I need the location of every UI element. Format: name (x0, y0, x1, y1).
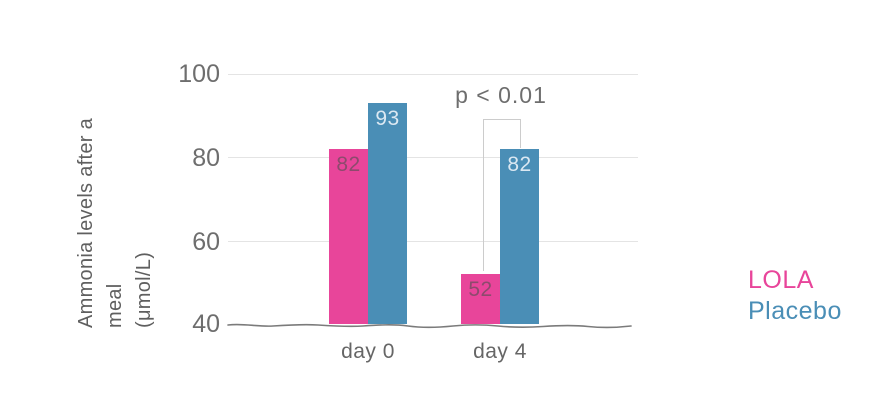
y-tick-60: 60 (192, 228, 220, 256)
y-tick-100: 100 (178, 60, 220, 88)
bar-lola-day4: 52 (461, 274, 500, 324)
significance-bracket-left (483, 119, 484, 271)
bar-value-label: 52 (468, 278, 493, 301)
bar-placebo-day4: 82 (500, 149, 539, 324)
gridline-60 (228, 241, 638, 242)
y-tick-40: 40 (192, 310, 220, 338)
significance-bracket-right (520, 119, 521, 148)
legend-item-placebo: Placebo (748, 297, 842, 325)
bar-value-label: 93 (375, 107, 400, 131)
significance-bracket-top (483, 119, 521, 120)
bar-value-label: 82 (336, 153, 361, 176)
x-tick-day0: day 0 (341, 340, 395, 363)
legend: LOLA Placebo (748, 265, 842, 327)
bar-lola-day0: 82 (329, 149, 368, 324)
y-tick-80: 80 (192, 144, 220, 172)
bar-placebo-day0: 93 (368, 103, 407, 324)
legend-item-lola: LOLA (748, 266, 814, 294)
bar-value-label: 82 (507, 153, 532, 176)
y-axis-title-line2: (μmol/L) (133, 251, 155, 328)
y-axis-title-line1: Ammonia levels after a meal (75, 117, 126, 328)
gridline-80 (228, 157, 638, 158)
plot-area: p < 0.01 82 93 52 82 (228, 74, 638, 324)
gridline-100 (228, 74, 638, 75)
y-axis-title: Ammonia levels after a meal (μmol/L) (72, 68, 155, 328)
x-tick-day4: day 4 (473, 340, 527, 363)
x-axis-baseline (227, 323, 632, 329)
significance-label: p < 0.01 (455, 82, 547, 108)
